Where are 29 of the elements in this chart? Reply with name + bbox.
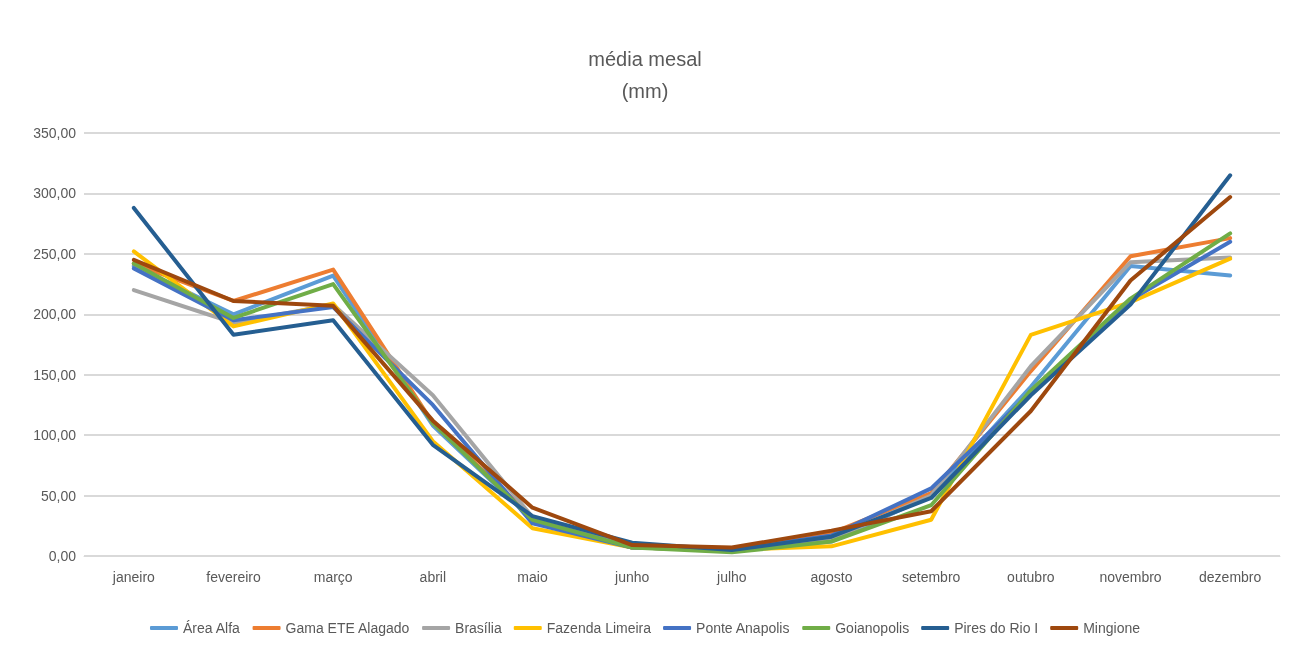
x-tick-label: julho — [716, 569, 747, 585]
x-tick-label: janeiro — [111, 569, 156, 585]
x-tick-label: abril — [419, 569, 447, 585]
y-tick-label: 350,00 — [33, 125, 77, 141]
legend-label: Fazenda Limeira — [546, 620, 652, 636]
y-tick-label: 300,00 — [33, 185, 77, 202]
x-tick-label: dezembro — [1199, 569, 1262, 585]
legend-label: Pires do Rio I — [954, 620, 1039, 636]
y-tick-label: 150,00 — [33, 366, 77, 383]
x-tick-label: setembro — [901, 569, 961, 585]
x-tick-label: outubro — [1007, 569, 1055, 585]
x-tick-label: fevereiro — [206, 569, 261, 585]
x-tick-label: novembro — [1099, 569, 1162, 585]
x-tick-label: agosto — [810, 569, 853, 585]
y-tick-label: 50,00 — [40, 487, 77, 504]
y-tick-label: 200,00 — [33, 306, 77, 323]
chart-title: média mesal (mm) — [588, 48, 702, 102]
legend-label: Goianopolis — [835, 620, 910, 636]
legend-label: Área Alfa — [182, 620, 241, 636]
legend-label: Mingione — [1083, 620, 1141, 636]
y-tick-label: 250,00 — [33, 245, 77, 262]
x-tick-label: junho — [614, 569, 650, 585]
legend-label: Gama ETE Alagado — [285, 620, 410, 636]
x-tick-label: março — [313, 569, 353, 585]
y-tick-label: 0,00 — [48, 548, 77, 564]
y-tick-label: 100,00 — [33, 427, 77, 444]
x-tick-label: maio — [517, 569, 548, 585]
legend-label: Brasília — [455, 620, 502, 636]
legend-label: Ponte Anapolis — [696, 620, 790, 636]
